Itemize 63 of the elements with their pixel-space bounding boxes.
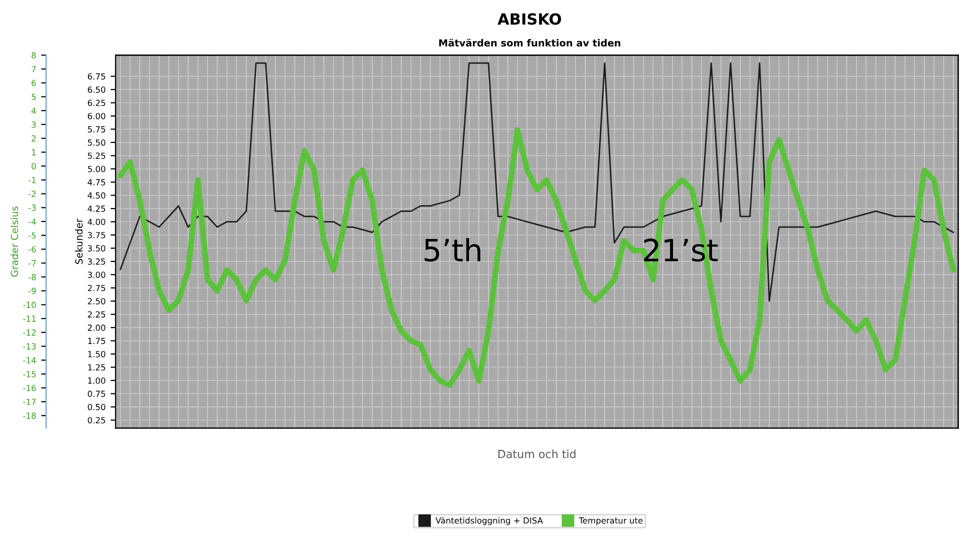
y-tick-label: 1.25 bbox=[88, 364, 106, 371]
y2-tick-label: -4 bbox=[28, 218, 36, 225]
y-tick-label: 6.75 bbox=[88, 73, 106, 80]
legend-label: Temperatur ute bbox=[578, 517, 643, 526]
y2-tick-label: -1 bbox=[28, 177, 36, 184]
y2-tick-label: -3 bbox=[28, 204, 36, 211]
y-tick-label: 2.00 bbox=[88, 324, 106, 331]
y-tick-label: 2.50 bbox=[88, 298, 106, 304]
y2-tick-label: -17 bbox=[23, 398, 36, 405]
legend-label: Väntetidsloggning + DISA bbox=[436, 517, 543, 526]
y2-tick-label: -18 bbox=[23, 412, 36, 419]
y2-tick-label: -10 bbox=[23, 302, 36, 308]
annotation: 5’th bbox=[424, 238, 480, 262]
y2-tick-label: 2 bbox=[32, 135, 36, 142]
y-tick-label: 6.25 bbox=[88, 100, 106, 106]
y-tick-label: 4.25 bbox=[88, 206, 106, 212]
y-tick-label: 6.00 bbox=[88, 112, 106, 120]
chart-title: ABISKO bbox=[498, 13, 562, 25]
y-tick-label: 0.50 bbox=[88, 404, 106, 410]
y-tick-label: 2.25 bbox=[88, 311, 106, 318]
y2-tick-label: -15 bbox=[23, 371, 36, 378]
y2-tick-label: 5 bbox=[32, 94, 36, 100]
y2-tick-label: -12 bbox=[23, 329, 36, 336]
y-tick-label: 4.75 bbox=[88, 179, 106, 186]
y2-tick-label: -11 bbox=[23, 316, 36, 322]
y2-tick-label: 0 bbox=[32, 163, 36, 170]
y2-tick-label: -2 bbox=[28, 190, 36, 197]
y2-tick-label: -9 bbox=[28, 288, 36, 294]
y2-tick-label: -6 bbox=[28, 246, 36, 253]
y-tick-label: 4.50 bbox=[88, 192, 106, 199]
y-tick-label: 2.75 bbox=[88, 284, 106, 292]
y2-tick-label: 1 bbox=[32, 149, 36, 156]
y-tick-label: 3.75 bbox=[88, 232, 106, 238]
y2-tick-label: -13 bbox=[23, 343, 36, 350]
y2-tick-label: -7 bbox=[28, 260, 36, 266]
y-tick-label: 5.50 bbox=[88, 139, 106, 146]
y-tick-label: 3.00 bbox=[88, 272, 106, 278]
y2-tick-label: 4 bbox=[32, 108, 36, 114]
y-tick-label: 5.00 bbox=[88, 166, 106, 172]
x-axis-title: Datum och tid bbox=[498, 450, 576, 458]
y-axis-title: Sekunder bbox=[75, 218, 83, 264]
y-tick-label: 1.00 bbox=[88, 377, 106, 384]
y2-tick-label: 3 bbox=[32, 121, 36, 128]
y2-tick-label: 8 bbox=[32, 52, 36, 58]
chart-subtitle: Mätvärden som funktion av tiden bbox=[439, 38, 620, 47]
y2-tick-label: -8 bbox=[28, 274, 36, 280]
y2-axis-title: Grader Celsius bbox=[10, 206, 18, 277]
y-tick-label: 0.25 bbox=[88, 417, 106, 424]
y-tick-label: 6.50 bbox=[88, 86, 106, 93]
y-tick-label: 4.00 bbox=[88, 218, 106, 226]
y2-tick-label: -14 bbox=[23, 357, 36, 364]
y-tick-label: 5.75 bbox=[88, 126, 106, 132]
y2-tick-label: -5 bbox=[28, 232, 36, 239]
y-tick-label: 5.25 bbox=[88, 152, 106, 159]
y2-tick-label: 7 bbox=[32, 66, 36, 72]
y-tick-label: 0.75 bbox=[88, 390, 106, 397]
y2-tick-label: -16 bbox=[23, 384, 36, 392]
y-tick-label: 1.50 bbox=[88, 350, 106, 358]
y-tick-label: 3.25 bbox=[88, 258, 106, 265]
line-series bbox=[120, 62, 954, 302]
y-tick-label: 3.50 bbox=[88, 245, 106, 252]
y2-tick-label: 6 bbox=[32, 80, 36, 86]
y-tick-label: 1.75 bbox=[88, 338, 106, 344]
